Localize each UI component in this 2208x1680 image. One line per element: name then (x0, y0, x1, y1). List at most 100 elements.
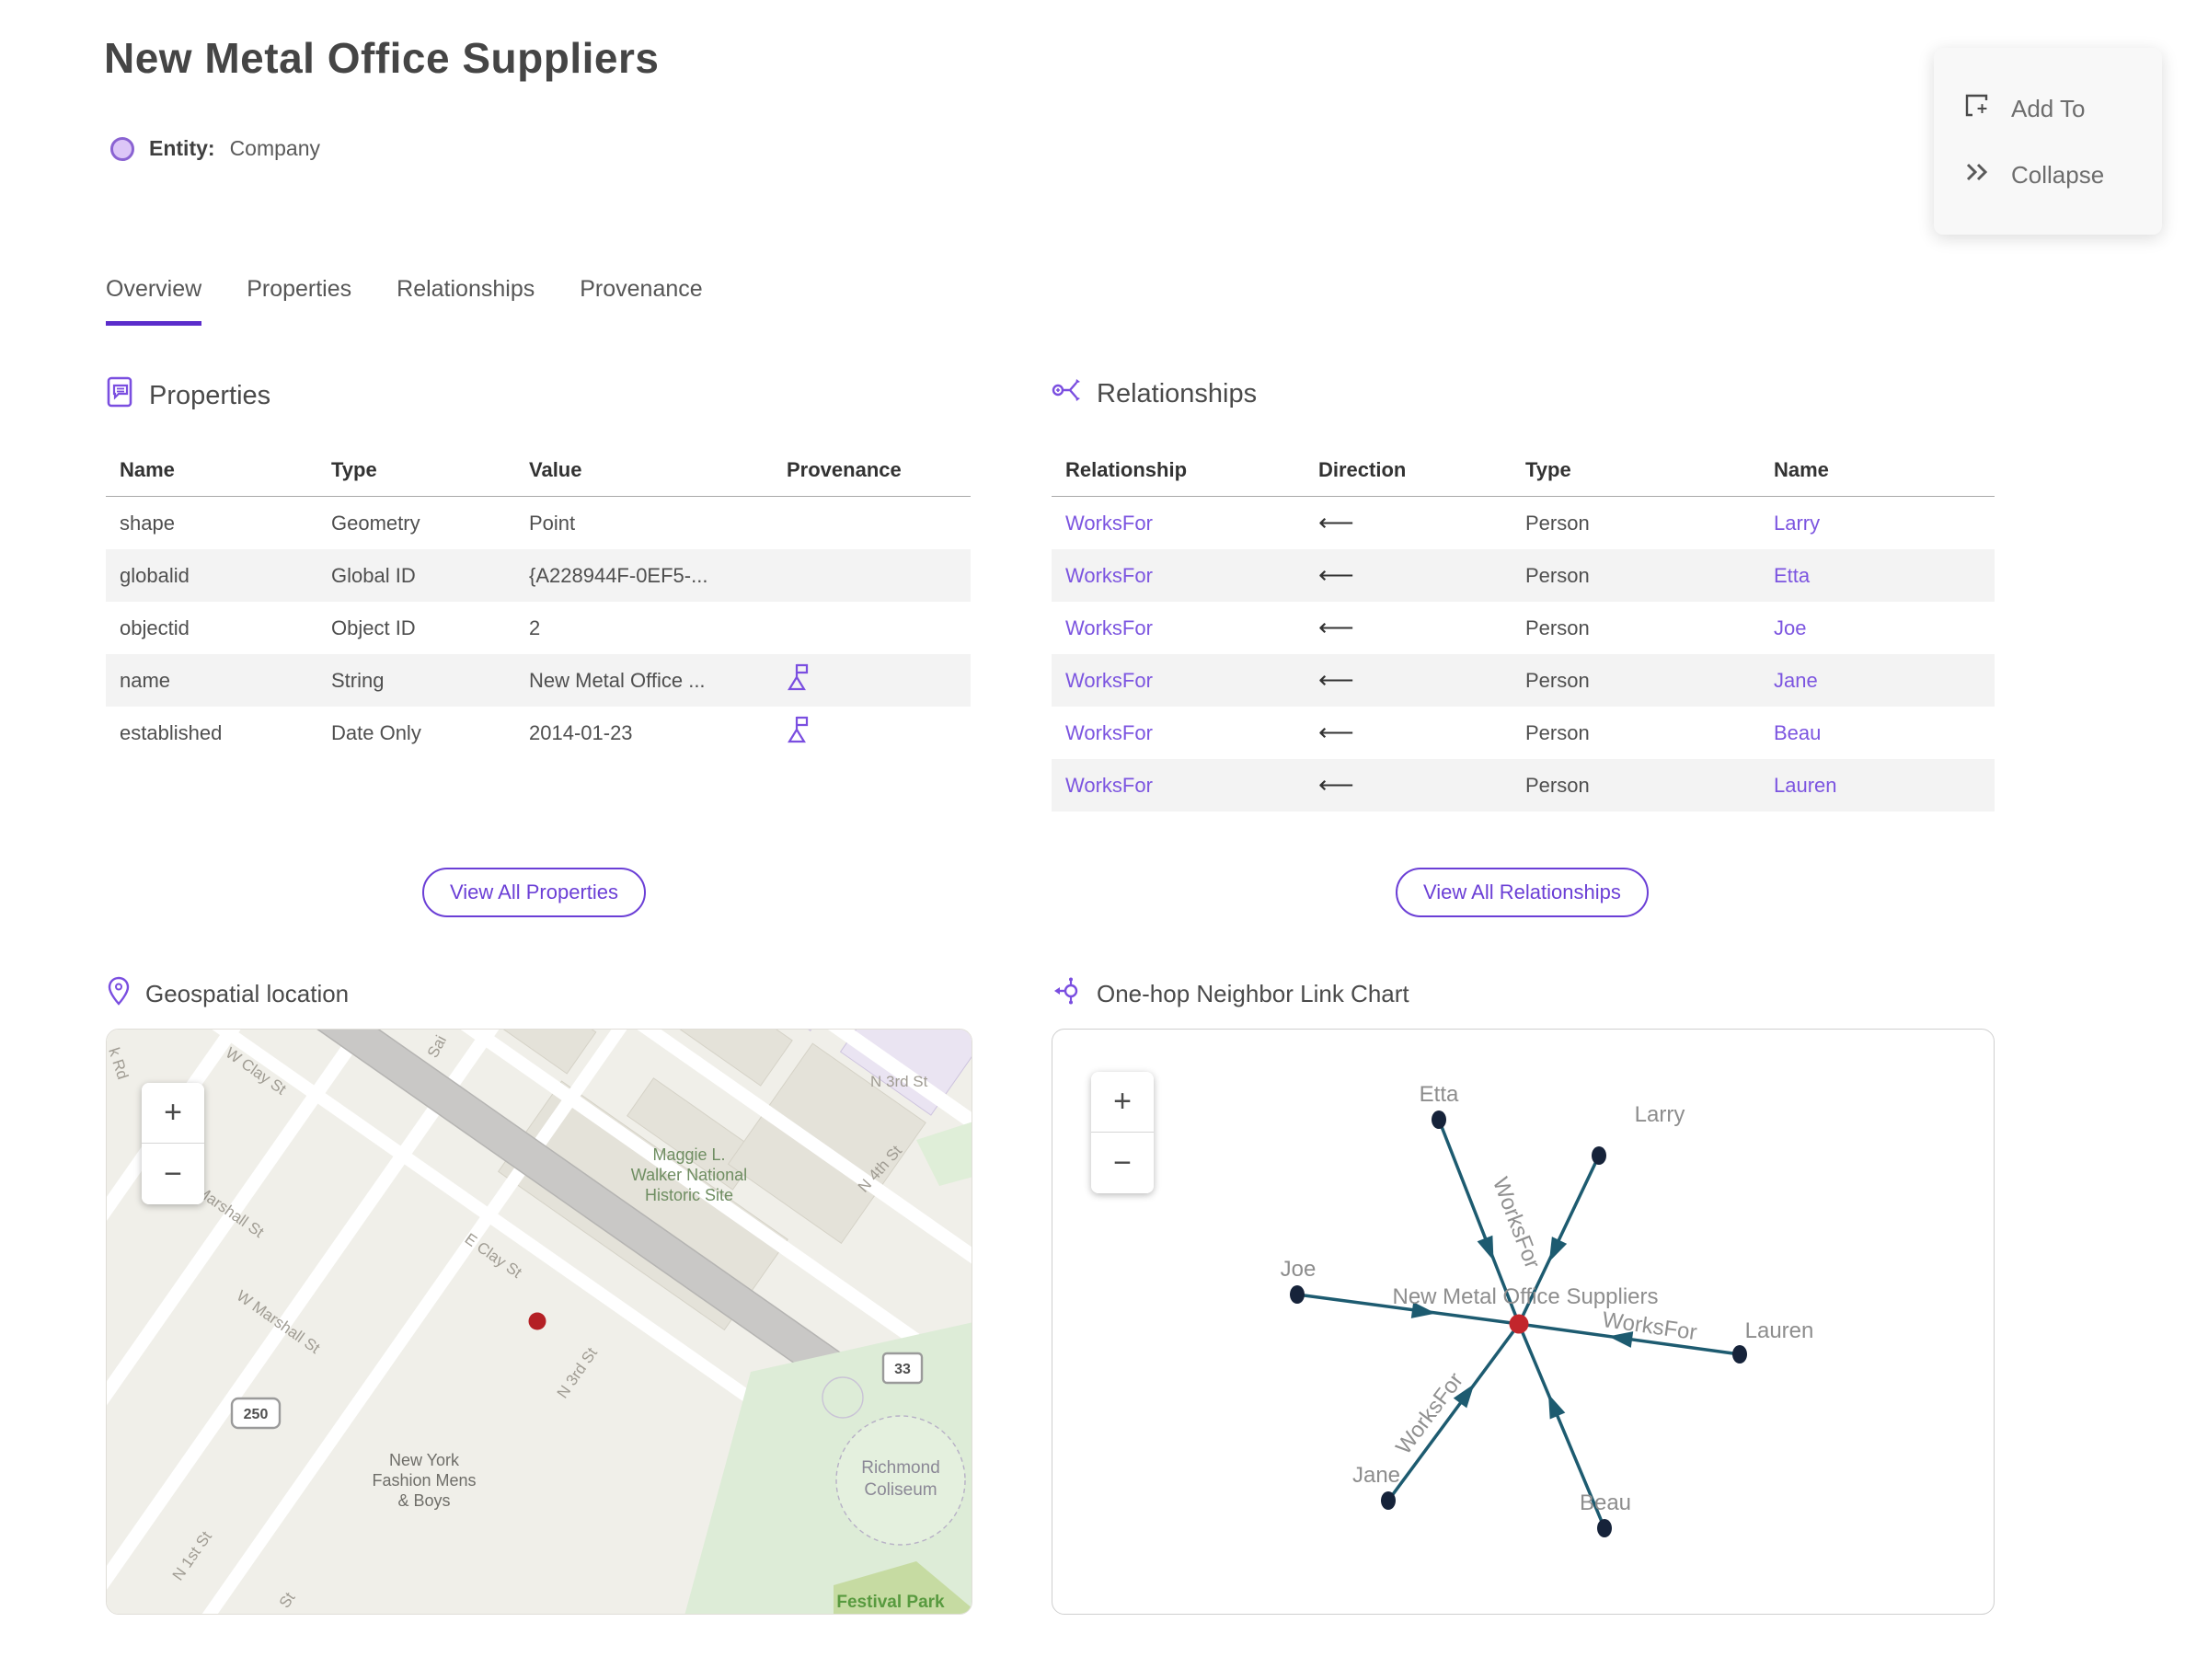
properties-section-header: Properties (106, 375, 270, 416)
table-row: WorksFor ⟵ Person Beau (1052, 707, 1995, 759)
prop-name: name (120, 668, 171, 692)
prop-name: objectid (120, 616, 190, 639)
chart-zoom-control: + − (1091, 1072, 1154, 1193)
provenance-flag-icon[interactable] (787, 662, 984, 699)
relationship-link[interactable]: WorksFor (1065, 563, 1153, 587)
graph-node-larry[interactable] (1592, 1146, 1606, 1165)
svg-text:Richmond: Richmond (861, 1458, 940, 1478)
rel-type: Person (1525, 616, 1590, 639)
svg-text:Coliseum: Coliseum (864, 1480, 937, 1500)
svg-text:Walker National: Walker National (631, 1166, 747, 1184)
prop-value: 2014-01-23 (529, 720, 633, 744)
provenance-flag-icon[interactable] (787, 715, 984, 752)
view-all-properties-button[interactable]: View All Properties (422, 868, 647, 917)
route-shield-250: 250 (230, 1397, 282, 1430)
chart-zoom-out-button[interactable]: − (1091, 1133, 1154, 1193)
table-row: objectid Object ID 2 (106, 602, 971, 654)
page-title: New Metal Office Suppliers (104, 34, 660, 82)
chart-zoom-in-button[interactable]: + (1091, 1072, 1154, 1133)
prop-value: {A228944F-0EF5-... (529, 563, 708, 587)
map-pin-icon (106, 975, 132, 1013)
prop-type: String (331, 668, 385, 692)
col-type: Type (1525, 457, 1571, 481)
collapse-button[interactable]: Collapse (1963, 142, 2162, 208)
add-to-label: Add To (2011, 94, 2086, 122)
add-to-button[interactable]: Add To (1963, 75, 2162, 142)
direction-arrow: ⟵ (1318, 614, 1354, 641)
relationship-link[interactable]: WorksFor (1065, 616, 1153, 639)
direction-arrow: ⟵ (1318, 719, 1354, 746)
graph-node-etta[interactable] (1432, 1110, 1446, 1129)
col-type: Type (331, 457, 377, 481)
double-chevron-right-icon (1963, 160, 1991, 190)
geospatial-section-title: Geospatial location (145, 980, 350, 1007)
prop-name: globalid (120, 563, 190, 587)
link-chart[interactable]: + − WorksFor Wo (1052, 1029, 1995, 1615)
col-direction: Direction (1318, 457, 1407, 481)
relationships-table: Relationship Direction Type Name WorksFo… (1052, 443, 1995, 811)
tab-overview[interactable]: Overview (106, 276, 202, 326)
tab-relationships[interactable]: Relationships (397, 276, 535, 302)
relationship-link[interactable]: WorksFor (1065, 511, 1153, 535)
tab-provenance[interactable]: Provenance (580, 276, 703, 302)
node-label: Jane (1352, 1463, 1400, 1488)
graph-node-center[interactable] (1509, 1314, 1529, 1334)
col-name: Name (120, 457, 175, 481)
relationship-link[interactable]: WorksFor (1065, 668, 1153, 692)
link-chart-icon (1052, 975, 1083, 1013)
graph-node-joe[interactable] (1290, 1285, 1305, 1304)
rel-type: Person (1525, 563, 1590, 587)
relationship-link[interactable]: WorksFor (1065, 773, 1153, 797)
map-canvas[interactable]: k Rd W Clay St Sai Marshall St W Marshal… (107, 1030, 972, 1615)
direction-arrow: ⟵ (1318, 666, 1354, 694)
place-label-richmond-coliseum: Richmond Coliseum (861, 1458, 940, 1500)
relationship-link[interactable]: WorksFor (1065, 720, 1153, 744)
entity-link[interactable]: Beau (1774, 720, 1822, 744)
prop-name: shape (120, 511, 175, 535)
edge-label: WorksFor (1488, 1174, 1545, 1272)
svg-text:Maggie L.: Maggie L. (652, 1145, 725, 1164)
graph-node-jane[interactable] (1381, 1491, 1396, 1510)
rel-type: Person (1525, 511, 1590, 535)
place-label-maggie-walker: Maggie L. Walker National Historic Site (631, 1145, 747, 1204)
graph-node-beau[interactable] (1597, 1519, 1612, 1537)
link-chart-canvas[interactable]: WorksFor WorksFor WorksFor Etta Larry Jo… (1052, 1030, 1994, 1614)
prop-value: Point (529, 511, 576, 535)
relationships-section-header: Relationships (1052, 375, 1257, 412)
prop-value: 2 (529, 616, 541, 639)
table-row: WorksFor ⟵ Person Lauren (1052, 759, 1995, 811)
street-label: N 3rd St (870, 1073, 928, 1090)
actions-card: Add To Collapse (1934, 48, 2162, 235)
properties-section-title: Properties (149, 380, 271, 410)
geospatial-section-header: Geospatial location (106, 975, 349, 1013)
tab-bar: Overview Properties Relationships Proven… (106, 276, 703, 326)
entity-link[interactable]: Jane (1774, 668, 1818, 692)
relationships-section-title: Relationships (1097, 378, 1258, 408)
linkchart-section-header: One-hop Neighbor Link Chart (1052, 975, 1409, 1013)
tab-properties[interactable]: Properties (247, 276, 352, 302)
graph-node-lauren[interactable] (1732, 1345, 1747, 1364)
view-all-relationships-button[interactable]: View All Relationships (1396, 868, 1649, 917)
location-marker[interactable] (528, 1312, 546, 1330)
table-row: globalid Global ID {A228944F-0EF5-... (106, 549, 971, 602)
direction-arrow: ⟵ (1318, 561, 1354, 589)
entity-row: Entity: Company (110, 136, 320, 161)
place-label-festival-park: Festival Park (836, 1593, 945, 1612)
col-value: Value (529, 457, 582, 481)
entity-link[interactable]: Larry (1774, 511, 1821, 535)
rel-type: Person (1525, 773, 1590, 797)
relationships-icon (1052, 375, 1083, 412)
entity-link[interactable]: Lauren (1774, 773, 1837, 797)
node-label: Beau (1580, 1490, 1631, 1515)
svg-text:& Boys: & Boys (397, 1491, 450, 1510)
entity-link[interactable]: Etta (1774, 563, 1811, 587)
svg-text:Fashion Mens: Fashion Mens (372, 1471, 476, 1490)
entity-link[interactable]: Joe (1774, 616, 1807, 639)
geospatial-map[interactable]: + − (106, 1029, 972, 1615)
table-row: shape Geometry Point (106, 497, 971, 549)
map-zoom-out-button[interactable]: − (142, 1144, 204, 1204)
map-zoom-in-button[interactable]: + (142, 1083, 204, 1144)
table-row: name String New Metal Office ... (106, 654, 971, 707)
add-to-icon (1963, 92, 1991, 126)
